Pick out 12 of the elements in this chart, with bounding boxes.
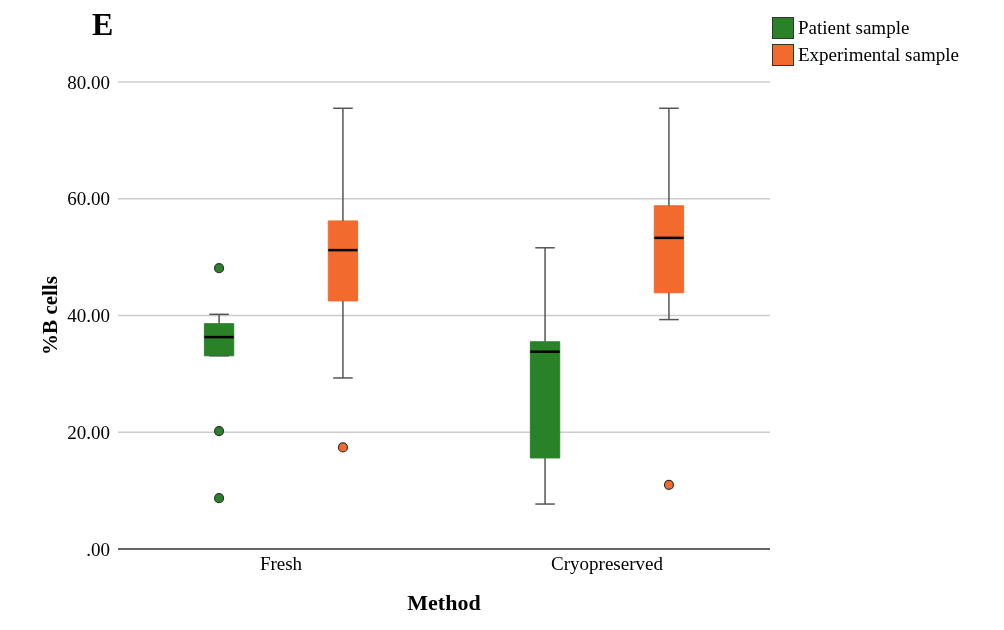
legend-label: Patient sample	[798, 16, 910, 39]
y-tick-label: 20.00	[67, 421, 110, 443]
y-axis-title: %B cells	[38, 276, 63, 355]
x-tick-label: Cryopreserved	[551, 553, 664, 575]
legend-label: Experimental sample	[798, 43, 959, 66]
y-tick-label: 40.00	[67, 305, 110, 327]
y-tick-label: .00	[86, 538, 110, 560]
x-tick-label: Fresh	[259, 553, 303, 575]
text: E	[92, 6, 114, 43]
y-tick-label: 60.00	[67, 188, 110, 210]
x-axis-title: Method	[407, 590, 481, 615]
y-tick-label: 80.00	[67, 71, 110, 93]
